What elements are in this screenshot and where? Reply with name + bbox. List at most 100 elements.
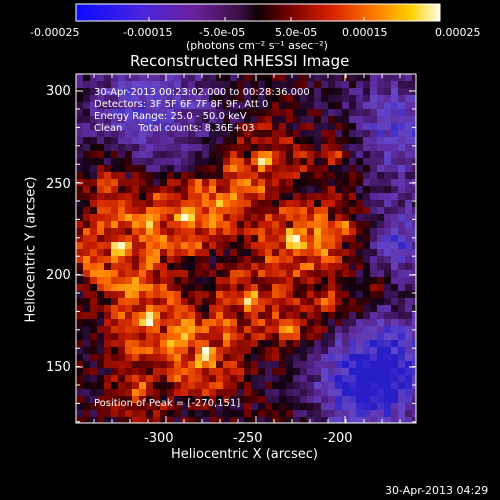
heatmap-pixel bbox=[195, 200, 203, 208]
heatmap-pixel bbox=[370, 291, 378, 299]
heatmap-pixel bbox=[349, 256, 357, 264]
heatmap-pixel bbox=[384, 88, 392, 96]
heatmap-pixel bbox=[356, 417, 364, 423]
heatmap-pixel bbox=[279, 200, 287, 208]
heatmap-pixel bbox=[97, 193, 105, 201]
heatmap-pixel bbox=[335, 340, 343, 348]
heatmap-pixel bbox=[314, 256, 322, 264]
heatmap-pixel bbox=[125, 368, 133, 376]
heatmap-pixel bbox=[90, 130, 98, 138]
heatmap-pixel bbox=[321, 326, 329, 334]
heatmap-pixel bbox=[118, 305, 126, 313]
heatmap-pixel bbox=[118, 361, 126, 369]
heatmap-pixel bbox=[195, 228, 203, 236]
heatmap-pixel bbox=[391, 221, 399, 229]
heatmap-pixel bbox=[125, 298, 133, 306]
heatmap-pixel bbox=[391, 277, 399, 285]
heatmap-pixel bbox=[363, 193, 371, 201]
heatmap-pixel bbox=[97, 361, 105, 369]
heatmap-pixel bbox=[349, 144, 357, 152]
heatmap-pixel bbox=[146, 375, 154, 383]
heatmap-pixel bbox=[370, 417, 378, 423]
heatmap-pixel bbox=[342, 284, 350, 292]
heatmap-pixel bbox=[181, 396, 189, 404]
heatmap-pixel bbox=[139, 347, 147, 355]
heatmap-pixel bbox=[405, 361, 413, 369]
heatmap-pixel bbox=[328, 319, 336, 327]
heatmap-pixel bbox=[146, 249, 154, 257]
heatmap-pixel bbox=[370, 263, 378, 271]
heatmap-pixel bbox=[251, 193, 259, 201]
heatmap-pixel bbox=[349, 263, 357, 271]
heatmap-pixel bbox=[188, 354, 196, 362]
heatmap-pixel bbox=[97, 291, 105, 299]
heatmap-pixel bbox=[279, 326, 287, 334]
heatmap-pixel bbox=[167, 228, 175, 236]
heatmap-pixel bbox=[377, 340, 385, 348]
heatmap-pixel bbox=[307, 403, 315, 411]
heatmap-pixel bbox=[97, 305, 105, 313]
heatmap-pixel bbox=[181, 144, 189, 152]
heatmap-pixel bbox=[167, 179, 175, 187]
heatmap-pixel bbox=[307, 116, 315, 124]
heatmap-pixel bbox=[195, 130, 203, 138]
heatmap-pixel bbox=[167, 200, 175, 208]
heatmap-pixel bbox=[342, 109, 350, 117]
heatmap-pixel bbox=[265, 410, 273, 418]
heatmap-pixel bbox=[370, 144, 378, 152]
heatmap-pixel bbox=[167, 417, 175, 423]
heatmap-pixel bbox=[76, 116, 84, 124]
heatmap-pixel bbox=[146, 396, 154, 404]
heatmap-pixel bbox=[223, 74, 231, 82]
heatmap-pixel bbox=[188, 270, 196, 278]
heatmap-pixel bbox=[118, 221, 126, 229]
heatmap-pixel bbox=[356, 333, 364, 341]
heatmap-pixel bbox=[377, 270, 385, 278]
heatmap-pixel bbox=[293, 347, 301, 355]
heatmap-pixel bbox=[237, 95, 245, 103]
heatmap-pixel bbox=[272, 396, 280, 404]
heatmap-pixel bbox=[342, 354, 350, 362]
heatmap-pixel bbox=[398, 81, 406, 89]
heatmap-pixel bbox=[146, 389, 154, 397]
heatmap-pixel bbox=[272, 277, 280, 285]
heatmap-pixel bbox=[132, 214, 140, 222]
heatmap-pixel bbox=[258, 179, 266, 187]
heatmap-pixel bbox=[223, 263, 231, 271]
heatmap-pixel bbox=[279, 130, 287, 138]
heatmap-pixel bbox=[342, 263, 350, 271]
heatmap-pixel bbox=[272, 74, 280, 82]
heatmap-pixel bbox=[118, 263, 126, 271]
heatmap-pixel bbox=[104, 74, 112, 82]
heatmap-pixel bbox=[104, 375, 112, 383]
heatmap-pixel bbox=[258, 389, 266, 397]
heatmap-pixel bbox=[356, 102, 364, 110]
heatmap-pixel bbox=[307, 396, 315, 404]
heatmap-pixel bbox=[258, 382, 266, 390]
heatmap-pixel bbox=[146, 263, 154, 271]
heatmap-pixel bbox=[363, 354, 371, 362]
heatmap-pixel bbox=[405, 193, 413, 201]
heatmap-pixel bbox=[321, 277, 329, 285]
heatmap-pixel bbox=[223, 214, 231, 222]
heatmap-pixel bbox=[279, 361, 287, 369]
heatmap-pixel bbox=[335, 95, 343, 103]
heatmap-pixel bbox=[153, 263, 161, 271]
heatmap-pixel bbox=[237, 368, 245, 376]
heatmap-pixel bbox=[188, 88, 196, 96]
heatmap-pixel bbox=[244, 368, 252, 376]
heatmap-pixel bbox=[342, 410, 350, 418]
heatmap-pixel bbox=[272, 319, 280, 327]
heatmap-pixel bbox=[321, 284, 329, 292]
heatmap-pixel bbox=[286, 242, 294, 250]
heatmap-pixel bbox=[328, 102, 336, 110]
heatmap-pixel bbox=[104, 340, 112, 348]
heatmap-pixel bbox=[293, 172, 301, 180]
heatmap-pixel bbox=[237, 256, 245, 264]
heatmap-pixel bbox=[132, 74, 140, 82]
heatmap-pixel bbox=[405, 165, 413, 173]
heatmap-pixel bbox=[104, 368, 112, 376]
heatmap-pixel bbox=[370, 172, 378, 180]
heatmap-pixel bbox=[279, 144, 287, 152]
heatmap-pixel bbox=[321, 207, 329, 215]
